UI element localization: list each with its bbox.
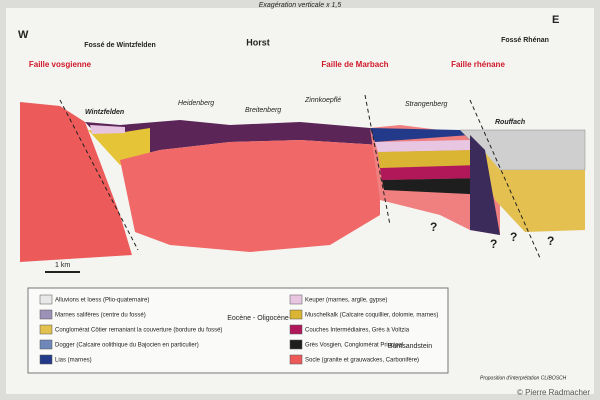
zone-label: Horst [246, 37, 270, 47]
socle-horst [120, 140, 380, 252]
muschelkalk-east [378, 150, 480, 168]
fault-label: Faille vosgienne [29, 60, 92, 69]
place-label: Breitenberg [245, 107, 281, 114]
keuper [90, 125, 125, 134]
fault-label: Faille de Marbach [321, 60, 388, 69]
cover-band [85, 120, 380, 160]
legend-swatch [39, 294, 53, 305]
fault-line [364, 94, 391, 226]
muschelkalk [88, 128, 150, 165]
place-label: Strangenberg [405, 101, 448, 108]
couches-int [380, 165, 485, 180]
legend-group: Eocène - Oligocène [227, 315, 289, 322]
fault-label: Faille rhénane [451, 60, 505, 69]
legend-swatch [39, 339, 53, 350]
legend-swatch [289, 294, 303, 305]
place-label: Zinnkoepflé [304, 97, 341, 104]
legend-label: Muschelkalk (Calcaire coquillier, dolomi… [305, 313, 438, 319]
legend-swatch [289, 309, 303, 320]
photo-credit: © Pierre Radmacher [517, 388, 590, 397]
zone-label: Fossé de Wintzfelden [84, 42, 156, 49]
socle-west [20, 102, 132, 262]
legend-label: Dogger (Calcaire oolithique du Bajocien … [55, 343, 199, 349]
zone-label: Fossé Rhénan [501, 37, 549, 44]
fault-line [469, 99, 541, 259]
legend-swatch [39, 354, 53, 365]
legend: Alluvions et loess (Plio-quaternaire) Mar… [39, 294, 438, 365]
place-label: Rouffach [495, 119, 525, 126]
legend-label: Marnes salifères (centre du fossé) [55, 313, 146, 319]
scale-label: 1 km [55, 262, 70, 269]
legend-label: Socle (granite et grauwackes, Carbonifèr… [305, 358, 419, 364]
fault-line [59, 99, 139, 251]
legend-group: Buntsandstein [388, 343, 432, 350]
gres-vosgien [382, 178, 490, 195]
legend-box [27, 287, 449, 374]
lias [370, 128, 470, 142]
legend-swatch [39, 309, 53, 320]
legend-label: Couches Intermédiaires, Grès à Voltzia [305, 328, 410, 334]
place-label: Wintzfelden [85, 109, 124, 116]
legend-swatch [39, 324, 53, 335]
place-label: Heidenberg [178, 100, 214, 107]
subtitle: Exagération verticale x 1,5 [259, 2, 342, 9]
unknown: ? [430, 220, 437, 234]
legend-label: Alluvions et loess (Plio-quaternaire) [55, 298, 149, 304]
legend-label: Keuper (marnes, argile, gypse) [305, 298, 387, 304]
legend-label: Conglomérat Côtier remaniant la couvertu… [55, 328, 222, 334]
legend-swatch [289, 354, 303, 365]
unknown: ? [510, 230, 517, 244]
west-label: W [18, 29, 29, 41]
legend-swatch [289, 324, 303, 335]
unknown: ? [547, 234, 554, 248]
legend-label: Lias (marnes) [55, 358, 92, 364]
unknown: ? [490, 237, 497, 251]
section [20, 94, 586, 273]
keuper-east [375, 140, 475, 152]
fault-block [470, 135, 500, 235]
source: Proposition d'interprétation CLIBOSCH [480, 375, 567, 381]
legend-label: Grès Vosgien, Conglomérat Principal [305, 343, 403, 349]
legend-swatch [289, 339, 303, 350]
east-label: E [552, 14, 559, 26]
conglomerat [470, 135, 585, 232]
